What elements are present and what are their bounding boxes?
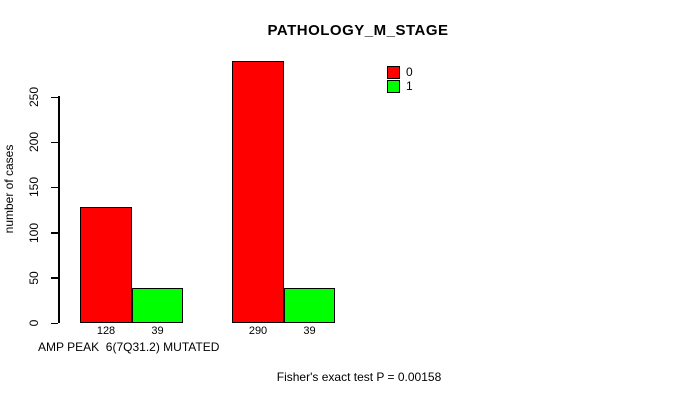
y-tick-label: 100 (27, 222, 41, 243)
bar-0-group-1 (80, 207, 132, 323)
y-tick-mark (51, 186, 58, 189)
y-axis-title: number of cases (2, 144, 16, 234)
y-tick-label: 250 (27, 86, 41, 108)
y-tick-label: 200 (27, 132, 41, 153)
y-axis-line (58, 96, 60, 323)
y-tick-label: 50 (27, 271, 41, 285)
bar-1-group-2 (284, 287, 335, 323)
bar-value-label: 290 (248, 325, 268, 337)
bar-value-label: 39 (303, 325, 316, 337)
bar-0-group-2 (232, 60, 284, 323)
legend-label: 0 (406, 65, 413, 79)
y-tick-mark (51, 232, 58, 234)
y-tick-mark (51, 277, 58, 279)
legend-swatch (387, 65, 400, 79)
bar-1-group-1 (132, 287, 183, 323)
y-tick-mark (51, 96, 58, 98)
y-tick-mark (51, 322, 58, 324)
y-tick-mark (51, 141, 58, 144)
legend-row: 1 (387, 79, 413, 93)
y-tick-label: 0 (27, 319, 41, 327)
chart-title: PATHOLOGY_M_STAGE (267, 22, 449, 39)
legend-swatch (387, 79, 400, 93)
bar-value-label: 128 (96, 325, 116, 337)
y-tick-label: 150 (27, 177, 41, 198)
x-axis-label: AMP PEAK 6(7Q31.2) MUTATED (38, 340, 220, 354)
legend-row: 0 (387, 65, 413, 79)
bar-value-label: 39 (151, 325, 164, 337)
legend-label: 1 (406, 79, 413, 93)
fisher-test-annotation: Fisher's exact test P = 0.00158 (276, 370, 442, 384)
